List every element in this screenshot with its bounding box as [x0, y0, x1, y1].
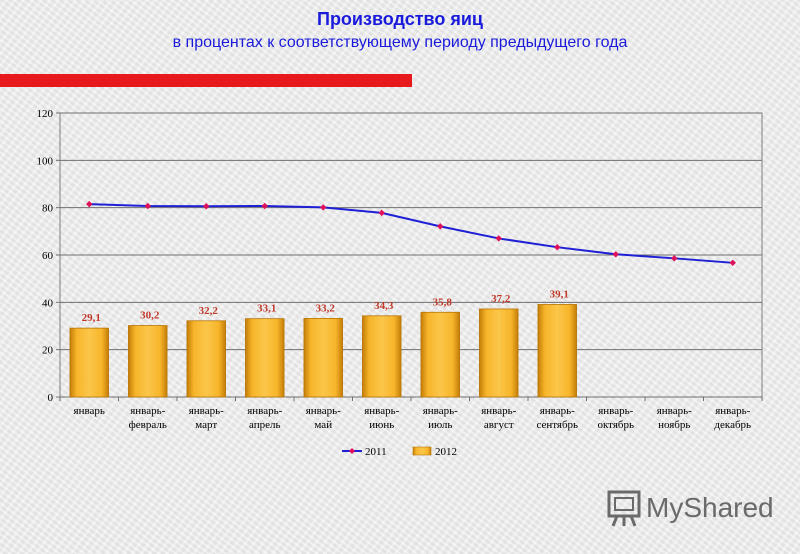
bar-data-label: 33,1 — [257, 303, 276, 315]
bar — [186, 320, 226, 398]
bar — [537, 304, 577, 398]
y-tick-label: 100 — [37, 155, 54, 167]
bar-data-label: 32,2 — [199, 305, 219, 317]
x-tick-label: январь-июнь — [364, 405, 399, 431]
bar — [69, 327, 109, 398]
x-tick-label: январь-февраль — [129, 405, 167, 431]
legend-label-2012: 2012 — [435, 446, 457, 458]
bar — [245, 318, 285, 398]
y-tick-label: 0 — [48, 392, 54, 404]
y-tick-label: 40 — [42, 297, 54, 309]
logo-text: MyShared — [646, 492, 774, 523]
x-tick-label: январь — [74, 405, 105, 417]
x-tick-label: январь-март — [189, 405, 224, 431]
line-point — [86, 200, 93, 208]
bar-data-label: 29,1 — [82, 312, 101, 324]
chart-title: Производство яиц — [317, 9, 483, 29]
x-tick-label: январь-июль — [423, 405, 458, 431]
accent-bar — [0, 74, 412, 87]
x-tick-label: январь-апрель — [247, 405, 282, 431]
y-tick-label: 120 — [37, 108, 54, 120]
line-point — [495, 235, 502, 242]
y-tick-label: 80 — [42, 203, 54, 215]
bar — [479, 308, 519, 398]
x-tick-label: январь-октябрь — [597, 405, 634, 431]
line-point — [612, 251, 619, 258]
line-point — [554, 243, 561, 251]
legend-marker-2011 — [349, 448, 355, 454]
line-point — [144, 202, 151, 210]
bar-data-label: 39,1 — [550, 288, 569, 300]
x-tick-label: январь-декабрь — [714, 405, 751, 431]
y-tick-label: 60 — [42, 250, 54, 262]
x-tick-label: январь-ноябрь — [657, 405, 692, 431]
legend-label-2011: 2011 — [365, 446, 387, 458]
line-point — [378, 209, 385, 217]
myshared-logo: MyShared — [606, 488, 774, 528]
line-point — [261, 202, 268, 210]
line-point — [671, 255, 678, 262]
bar — [420, 311, 460, 398]
bar-data-label: 37,2 — [491, 293, 511, 305]
bar — [303, 318, 343, 398]
line-point — [203, 203, 210, 210]
presentation-board-icon — [607, 490, 641, 527]
x-tick-label: январь-май — [306, 405, 341, 431]
bar — [128, 325, 168, 398]
x-tick-label: январь-сентябрь — [536, 405, 578, 431]
y-tick-label: 20 — [42, 345, 54, 357]
line-point — [437, 223, 444, 230]
legend-swatch-2012 — [412, 446, 432, 456]
series-line-2011 — [89, 203, 733, 264]
chart-subtitle: в процентах к соответствующему периоду п… — [172, 34, 628, 51]
bar-data-label: 30,2 — [140, 310, 160, 322]
x-tick-label: январь-август — [481, 405, 516, 431]
bar-data-label: 33,2 — [316, 302, 336, 314]
bar — [362, 315, 402, 398]
bar-data-label: 34,3 — [374, 300, 394, 312]
bar-data-label: 35,8 — [433, 296, 453, 308]
line-point — [729, 259, 736, 267]
line-point — [320, 204, 327, 211]
